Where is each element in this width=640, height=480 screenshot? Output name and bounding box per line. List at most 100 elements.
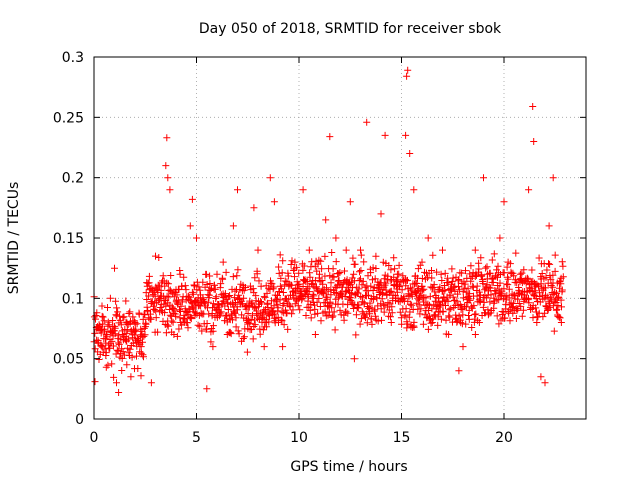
- data-point: [445, 312, 453, 320]
- data-point: [448, 278, 456, 286]
- data-point: [351, 260, 359, 268]
- data-point: [410, 323, 418, 331]
- data-point: [504, 258, 512, 266]
- data-point: [230, 294, 238, 302]
- data-point: [422, 294, 430, 302]
- data-point: [545, 260, 552, 268]
- data-point: [530, 138, 538, 145]
- data-point: [100, 317, 108, 325]
- data-point: [278, 285, 286, 293]
- data-point: [362, 314, 369, 322]
- data-point: [433, 268, 441, 276]
- data-point: [294, 281, 302, 289]
- data-point: [475, 265, 483, 273]
- data-point: [105, 321, 113, 329]
- data-point: [270, 283, 278, 291]
- data-point: [340, 316, 348, 324]
- data-point: [274, 292, 281, 299]
- data-point: [336, 269, 344, 276]
- data-point: [313, 298, 321, 306]
- data-point: [207, 338, 215, 346]
- data-point: [313, 283, 320, 291]
- data-point: [260, 343, 268, 351]
- data-point: [374, 317, 382, 325]
- data-point: [496, 279, 504, 287]
- data-point: [182, 286, 190, 294]
- data-point: [332, 258, 340, 266]
- data-point: [128, 353, 136, 361]
- data-point: [331, 326, 339, 334]
- data-point: [112, 297, 120, 305]
- data-point: [129, 313, 137, 321]
- data-point: [414, 265, 422, 273]
- data-point: [420, 285, 428, 293]
- data-point: [290, 267, 298, 274]
- data-point: [285, 295, 293, 303]
- data-point: [504, 275, 512, 283]
- data-point: [558, 303, 565, 311]
- data-point: [253, 270, 261, 278]
- data-point: [212, 293, 220, 301]
- data-point: [180, 273, 188, 281]
- data-point: [426, 312, 434, 320]
- data-point: [515, 300, 523, 307]
- data-point: [537, 373, 545, 381]
- data-point: [545, 222, 553, 230]
- data-point: [316, 303, 324, 310]
- data-point: [254, 246, 262, 254]
- data-point: [139, 338, 146, 346]
- data-point: [501, 314, 509, 322]
- data-point: [398, 286, 406, 294]
- data-point: [366, 299, 374, 307]
- data-point: [528, 266, 536, 274]
- data-point: [352, 311, 360, 319]
- data-point: [428, 274, 436, 282]
- x-tick-label: 0: [90, 430, 99, 446]
- data-point: [461, 280, 469, 288]
- data-point: [350, 355, 358, 363]
- data-point: [104, 304, 111, 311]
- data-point: [372, 265, 380, 272]
- data-point: [437, 270, 445, 278]
- data-point: [213, 270, 221, 278]
- data-point: [281, 277, 289, 285]
- data-point: [224, 293, 232, 301]
- data-point: [244, 319, 252, 326]
- data-point: [127, 373, 135, 381]
- data-point: [388, 303, 396, 311]
- data-point: [120, 313, 128, 321]
- data-point: [232, 299, 239, 306]
- data-point: [109, 317, 117, 324]
- data-point: [169, 318, 177, 326]
- data-point: [293, 263, 301, 271]
- data-point: [155, 254, 163, 261]
- data-point: [162, 329, 170, 337]
- data-point: [459, 288, 467, 296]
- data-point: [118, 345, 126, 353]
- data-point: [404, 66, 412, 74]
- data-point: [439, 287, 447, 295]
- data-point: [387, 287, 395, 295]
- data-point: [438, 277, 446, 284]
- data-point: [141, 311, 149, 319]
- data-point: [462, 320, 470, 328]
- data-point: [283, 309, 291, 317]
- data-point: [145, 272, 153, 280]
- data-point: [137, 349, 145, 357]
- data-point: [435, 301, 443, 309]
- data-point: [416, 310, 424, 318]
- data-point: [484, 270, 492, 278]
- data-point: [551, 267, 559, 275]
- data-point: [300, 277, 308, 285]
- data-point: [289, 306, 297, 314]
- data-point: [205, 291, 213, 299]
- data-point: [113, 304, 121, 312]
- data-point: [108, 360, 116, 368]
- data-point: [217, 308, 225, 316]
- data-point: [378, 316, 385, 324]
- data-point: [233, 306, 241, 314]
- data-point: [473, 282, 481, 290]
- data-point: [437, 315, 445, 323]
- data-point: [506, 317, 514, 325]
